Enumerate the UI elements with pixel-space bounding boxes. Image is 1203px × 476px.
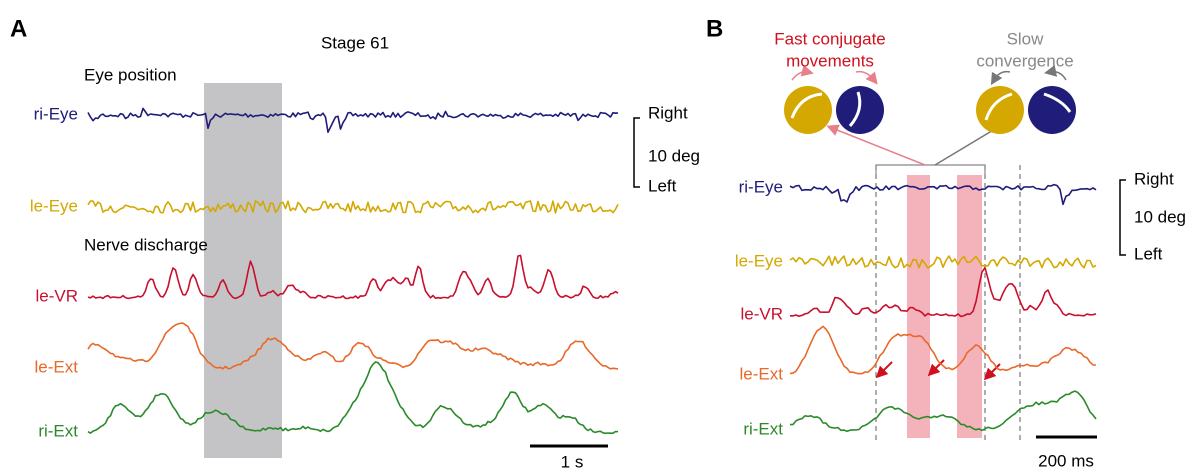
scale-size: 10 deg [648, 146, 700, 165]
trace [87, 200, 619, 214]
pointer-arrow [934, 122, 1006, 166]
trace [87, 361, 619, 435]
trace-label: le-Ext [740, 364, 784, 383]
pointer-arrow [826, 124, 926, 166]
trace [789, 325, 1097, 375]
scale-bars [530, 117, 1126, 448]
time-scale: 200 ms [1038, 451, 1094, 470]
trace [789, 266, 1097, 318]
trace-label: le-Ext [35, 357, 79, 376]
scale-top: Right [1134, 169, 1174, 188]
fast-window [957, 175, 982, 438]
fast-window [907, 175, 930, 438]
red-arrows [875, 359, 1001, 381]
scale-top: Right [648, 103, 688, 122]
eye-icons [784, 64, 1076, 134]
trace-label: le-Eye [30, 196, 78, 215]
section-label: Eye position [84, 65, 177, 84]
trace-label: ri-Eye [739, 177, 783, 196]
time-scale: 1 s [561, 452, 584, 471]
scale-size: 10 deg [1134, 207, 1186, 226]
scale-bottom: Left [1134, 244, 1163, 263]
trace-label: le-Eye [735, 251, 783, 270]
trace [87, 322, 619, 370]
annotation: Slow [1007, 29, 1045, 48]
trace-label: le-VR [740, 304, 783, 323]
annotation: Fast conjugate [774, 29, 886, 48]
trace-label: ri-Ext [38, 421, 78, 440]
trace [87, 107, 619, 133]
dashed-markers [875, 165, 1021, 440]
trace-label: ri-Eye [34, 104, 78, 123]
highlight-window [204, 83, 282, 458]
trace [789, 390, 1097, 432]
annotation: convergence [976, 51, 1073, 70]
trace [789, 183, 1097, 206]
section-label: Nerve discharge [84, 235, 208, 254]
trace-label: le-VR [35, 286, 78, 305]
trace [789, 255, 1097, 269]
annotation: movements [786, 51, 874, 70]
bracket [875, 164, 986, 178]
panel-label: A [10, 15, 27, 42]
trace [87, 254, 619, 300]
panel-label: B [706, 15, 723, 42]
trace-label: ri-Ext [743, 419, 783, 438]
panel-title: Stage 61 [321, 33, 389, 52]
scale-bottom: Left [648, 176, 677, 195]
